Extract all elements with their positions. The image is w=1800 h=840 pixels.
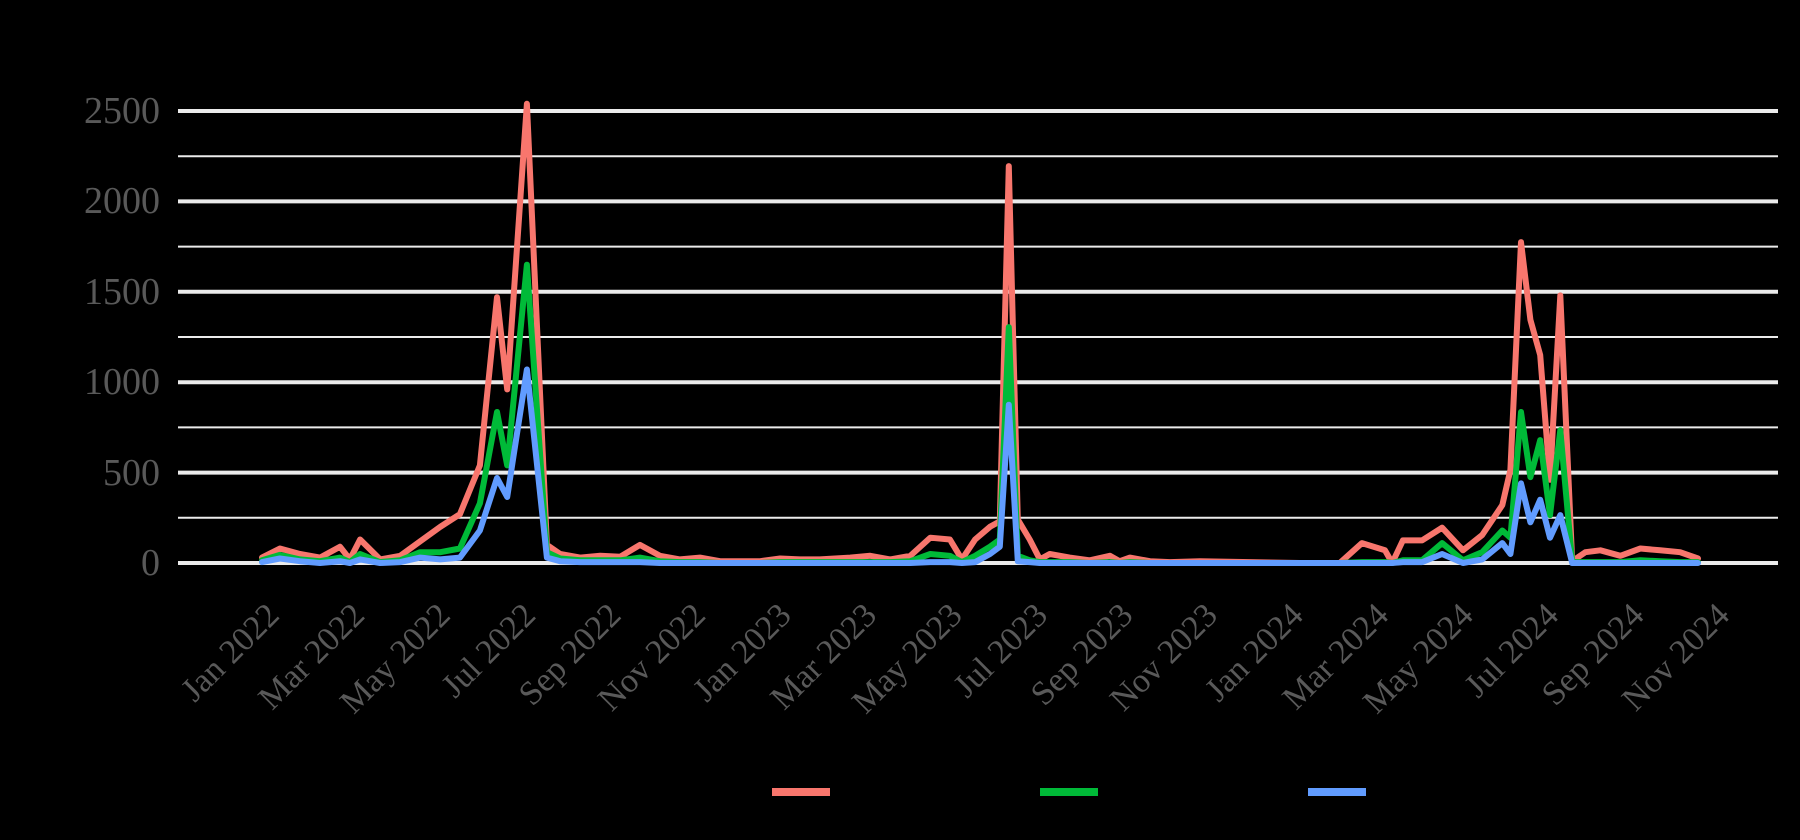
legend-swatch-red xyxy=(772,788,830,796)
y-tick-label: 2500 xyxy=(84,90,160,132)
y-tick-label: 2000 xyxy=(84,180,160,223)
legend-item-series-2[interactable] xyxy=(1040,772,1108,812)
y-tick-label: 0 xyxy=(141,542,160,584)
series-line-2 xyxy=(259,261,1701,566)
legend xyxy=(0,772,1800,812)
y-tick-label: 500 xyxy=(103,451,160,494)
legend-item-series-3[interactable] xyxy=(1308,772,1376,812)
series-line-1 xyxy=(259,100,1701,566)
y-tick-label: 1500 xyxy=(84,270,160,313)
series-line-3 xyxy=(259,366,1701,566)
legend-swatch-green xyxy=(1040,788,1098,796)
series-lines xyxy=(259,100,1701,566)
legend-swatch-blue xyxy=(1308,788,1366,796)
legend-item-series-1[interactable] xyxy=(772,772,840,812)
y-tick-label: 1000 xyxy=(84,361,160,404)
